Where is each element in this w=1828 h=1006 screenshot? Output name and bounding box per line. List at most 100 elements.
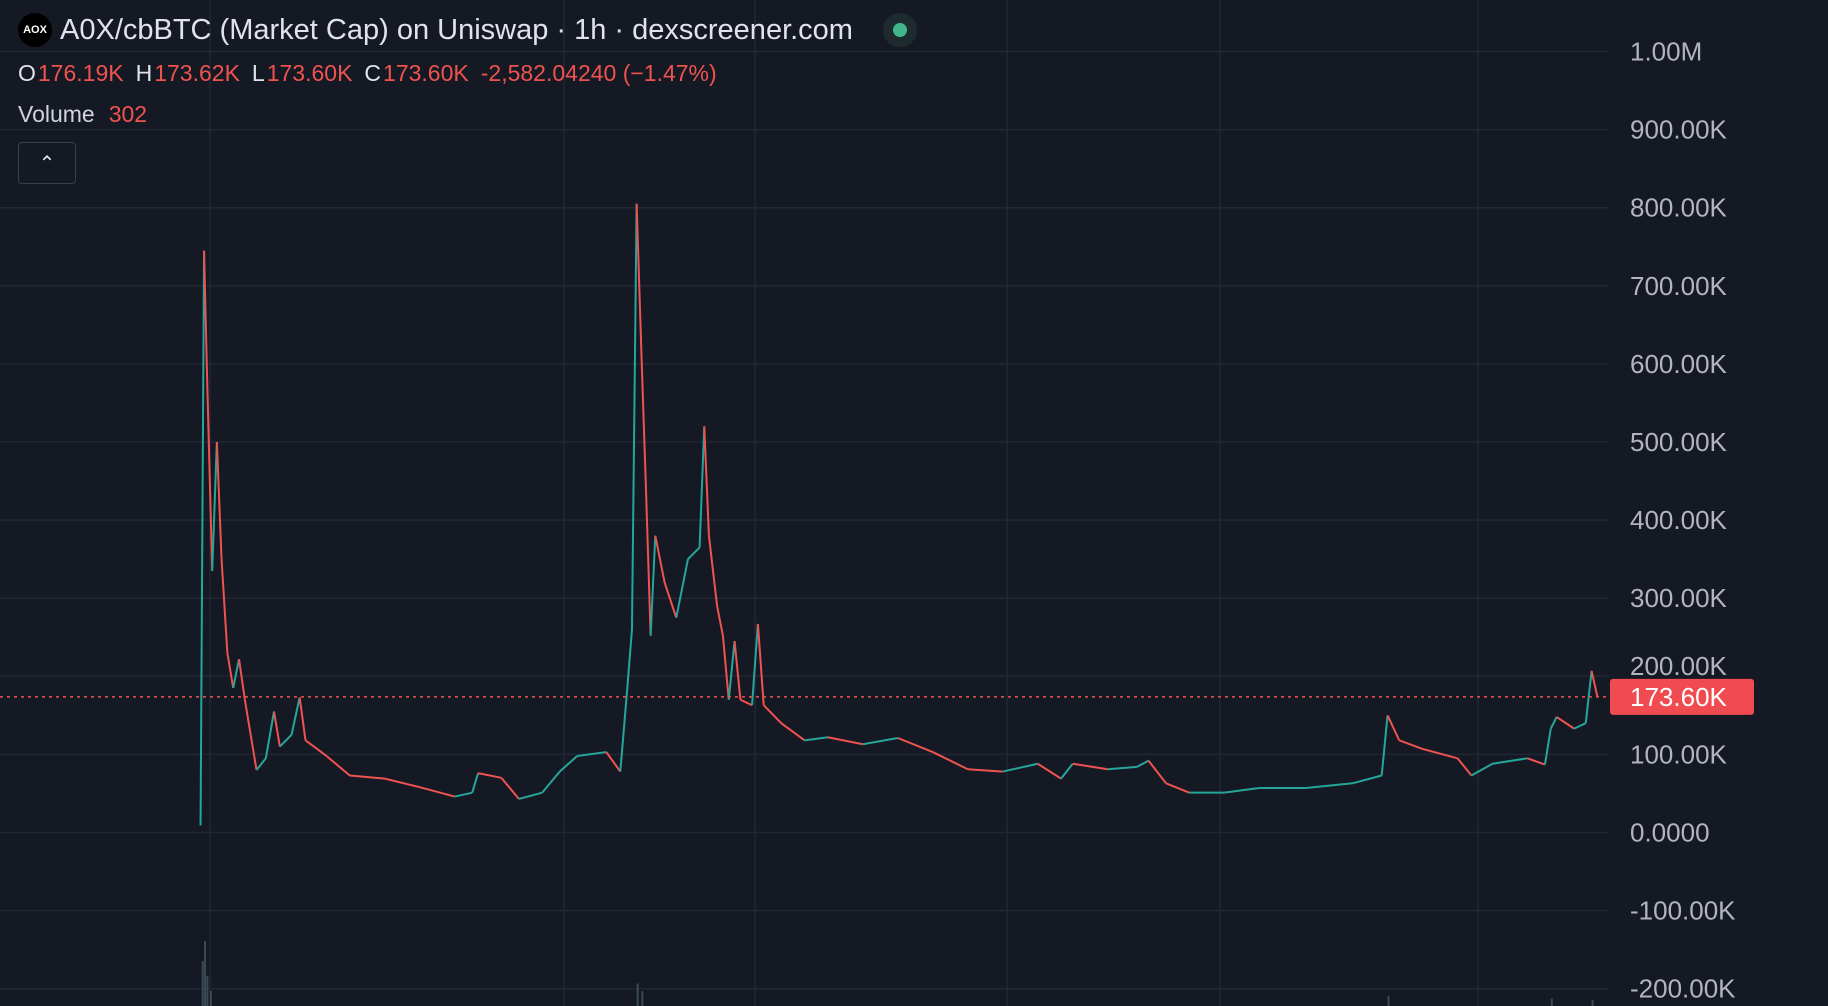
- candle: [804, 736, 828, 742]
- y-tick-label: 800.00K: [1630, 193, 1728, 223]
- high-label: H: [135, 60, 153, 86]
- candle: [703, 426, 710, 536]
- candle: [577, 751, 607, 757]
- candle: [827, 736, 864, 746]
- volume-bar: [204, 941, 207, 1006]
- candle: [675, 558, 689, 618]
- candle: [707, 535, 719, 607]
- candle: [1002, 762, 1038, 773]
- candle: [698, 426, 706, 548]
- candle: [238, 658, 246, 700]
- candle: [687, 546, 701, 560]
- candle: [1573, 722, 1587, 730]
- candle: [226, 652, 235, 689]
- candle: [1556, 716, 1575, 730]
- candle: [932, 751, 969, 771]
- candle: [1386, 714, 1401, 741]
- candle: [1590, 670, 1599, 698]
- candle: [644, 488, 652, 636]
- y-tick-label: 0.0000: [1630, 818, 1710, 848]
- collapse-legend-button[interactable]: ⌃: [18, 142, 76, 184]
- candle: [1136, 759, 1149, 768]
- candle: [1224, 786, 1260, 794]
- volume-bar: [206, 976, 209, 1006]
- candle: [1543, 728, 1552, 765]
- volume-bar: [641, 991, 644, 1006]
- candle: [304, 739, 328, 757]
- candle: [1037, 762, 1062, 780]
- candle: [640, 349, 647, 489]
- candle: [264, 711, 275, 759]
- chart-legend: AOX A0X/cbBTC (Market Cap) on Uniswap · …: [18, 10, 917, 184]
- candle: [325, 755, 351, 777]
- candle: [733, 641, 742, 700]
- candle: [1107, 765, 1137, 771]
- candle: [298, 697, 307, 741]
- volume-bars: [201, 941, 1594, 1006]
- candle: [232, 658, 241, 689]
- candle: [967, 768, 1003, 773]
- vertical-grid: [209, 0, 1479, 1006]
- y-axis[interactable]: 1.00M 900.00K 800.00K 700.00K 600.00K 500.00K…: [1630, 37, 1736, 1004]
- status-dot-icon[interactable]: [882, 13, 917, 47]
- volume-bar: [201, 961, 204, 1006]
- candle: [1527, 757, 1546, 766]
- horizontal-grid: [0, 50, 1609, 990]
- volume-bar: [209, 991, 212, 1006]
- candle: [635, 203, 643, 350]
- candle: [862, 737, 898, 746]
- candle: [605, 751, 622, 773]
- candle: [279, 734, 293, 748]
- volume-value: 302: [108, 101, 148, 127]
- y-tick-label: -100.00K: [1630, 896, 1736, 926]
- candle: [500, 777, 520, 800]
- candle: [203, 250, 209, 396]
- low-value: 173.60K: [266, 60, 353, 86]
- candle: [1060, 763, 1074, 780]
- volume-bar: [1550, 998, 1553, 1006]
- candle: [897, 737, 934, 753]
- candle: [249, 734, 258, 771]
- candle: [649, 535, 657, 636]
- candle: [630, 203, 638, 630]
- candle: [1471, 762, 1493, 777]
- candle: [1398, 739, 1423, 750]
- candle: [763, 704, 782, 724]
- candle: [419, 786, 455, 798]
- candle: [215, 441, 223, 560]
- candle: [716, 605, 724, 636]
- candle: [1352, 774, 1382, 785]
- y-tick-label: 100.00K: [1630, 739, 1728, 769]
- candle: [559, 755, 578, 773]
- candle: [384, 777, 420, 789]
- candle: [780, 722, 806, 742]
- chevron-up-icon: ⌃: [38, 152, 56, 175]
- candle: [290, 697, 301, 736]
- candle: [471, 772, 480, 793]
- candle: [199, 250, 206, 826]
- candle: [477, 772, 502, 779]
- candle: [273, 711, 281, 747]
- candle: [243, 699, 252, 736]
- y-tick-label: -200.00K: [1630, 974, 1736, 1004]
- close-value: 173.60K: [383, 60, 469, 86]
- y-tick-label: 900.00K: [1630, 115, 1728, 145]
- candle: [1584, 670, 1593, 724]
- y-tick-label: 200.00K: [1630, 651, 1728, 681]
- candle: [739, 698, 753, 707]
- y-tick-label: 300.00K: [1630, 583, 1728, 613]
- candle: [626, 629, 633, 689]
- candle: [541, 770, 561, 794]
- candle: [1422, 747, 1458, 760]
- candle: [454, 791, 473, 798]
- candle: [1492, 757, 1528, 765]
- candle: [663, 582, 678, 619]
- candle: [756, 623, 765, 706]
- candle: [1549, 716, 1558, 730]
- candle: [1147, 760, 1167, 784]
- candle: [518, 791, 543, 800]
- candle: [1072, 762, 1108, 771]
- y-tick-label: 700.00K: [1630, 271, 1728, 301]
- open-value: 176.19K: [37, 60, 124, 86]
